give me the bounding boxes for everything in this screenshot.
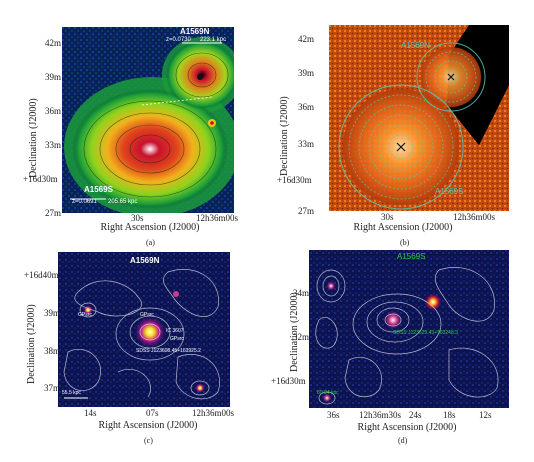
panel-b-xlabel: Right Ascension (J2000) [353, 222, 453, 233]
panel-a-ytick: 39m [45, 72, 62, 82]
panel-a-ytick: 27m [45, 208, 62, 218]
panel-a-ylabel: Declination (J2000) [28, 98, 39, 178]
panel-b-ytick: +16d30m [277, 175, 312, 185]
panel-d-xlabel: Right Ascension (J2000) [357, 422, 457, 433]
panel-b-xtick: 12h36m00s [453, 212, 496, 222]
panel-d-ytick: 32m [293, 332, 310, 342]
panel-a-xtick: 12h36m00s [196, 213, 239, 223]
panel-d-caption: (d) [398, 436, 408, 445]
panel-c-radio-contours [58, 252, 230, 407]
panel-d-title: A1569S [397, 252, 426, 261]
panel-c-title: A1569N [130, 256, 160, 265]
panel-a-ytick: 33m [45, 140, 62, 150]
panel-d-xtick: 36s [327, 410, 340, 420]
panel-c-caption: (c) [144, 436, 153, 445]
panel-a-ytick: 42m [45, 38, 62, 48]
panel-c-ylabel: Declination (J2000) [26, 304, 37, 384]
panel-a-ytick: 36m [45, 106, 62, 116]
panel-c-label-gpsrc-1: GPsrc [78, 312, 92, 318]
panel-c-xtick: 07s [146, 408, 159, 418]
panel-c-label-gpsrc-2: GPsrc [140, 312, 154, 318]
panel-a-label-south-z: z=0.0691 [72, 199, 97, 205]
panel-b-ylabel: Declination (J2000) [279, 96, 290, 176]
panel-c-xtick: 14s [84, 408, 97, 418]
panel-b-smoothed-map [329, 25, 509, 211]
panel-a-contour-map [62, 27, 234, 213]
panel-c-ytick: 39m [44, 308, 61, 318]
panel-a-label-north-z: z=0.0730 [166, 37, 191, 43]
panel-c: Declination (J2000) +16d40m 39m 38m 37m [0, 246, 267, 462]
panel-c-optical-image: A1569N GPsrc GPsrc IC 3607 GPsrc SDSS J1… [58, 252, 230, 407]
panel-b-label-north: A1569N [401, 41, 430, 50]
panel-b: Declination (J2000) 42m 39m 36m 33m +16d… [267, 0, 534, 233]
panel-c-xlabel: Right Ascension (J2000) [98, 420, 198, 431]
panel-a: Declination (J2000) 42m 39m 36m 33m +16d… [0, 0, 267, 233]
panel-b-ytick: 36m [298, 102, 315, 112]
panel-d-xtick: 12h36m30s [359, 410, 402, 420]
panel-c-label-sdss: SDSS J123608.45+163925.2 [136, 348, 201, 354]
panel-b-label-south: A1569S [435, 187, 464, 196]
panel-d-xtick: 24s [409, 410, 422, 420]
panel-b-ytick: 39m [298, 68, 315, 78]
panel-d-ytick: +16d30m [271, 376, 306, 386]
panel-d-xtick: 18s [443, 410, 456, 420]
panel-d-label-scale: 80.84 kpc [317, 390, 339, 396]
panel-c-xtick: 12h36m00s [192, 408, 235, 418]
panel-a-xray-image: A1569N z=0.0730 223.1 kpc A1569S z=0.069… [62, 27, 234, 213]
panel-d-optical-image: A1569S SDSS J123629.43+163248.3 80.84 kp… [309, 250, 509, 408]
panel-b-ytick: 42m [298, 34, 315, 44]
panel-c-ytick: 38m [44, 346, 61, 356]
panel-c-label-gpsrc-3: GPsrc [170, 336, 184, 342]
panel-d-radio-contours [309, 250, 509, 408]
panel-c-ytick: +16d40m [24, 270, 59, 280]
panel-d-label-sdss: SDSS J123629.43+163248.3 [393, 330, 458, 336]
panel-d-ytick: 34m [293, 288, 310, 298]
panel-d: Declination (J2000) 34m 32m +16d30m [267, 246, 534, 462]
panel-a-xlabel: Right Ascension (J2000) [100, 222, 200, 233]
panel-a-label-south-scale: 205.65 kpc [108, 199, 138, 205]
panel-a-label-north: A1569N [180, 27, 210, 36]
panel-a-label-south: A1569S [84, 185, 113, 194]
panel-c-ytick: 37m [44, 383, 61, 393]
panel-b-ytick: 33m [298, 139, 315, 149]
panel-b-xtick: 30s [381, 212, 394, 222]
panel-a-xtick: 30s [131, 213, 144, 223]
panel-a-ytick: +16d30m [23, 174, 58, 184]
panel-c-label-ic3607: IC 3607 [166, 328, 184, 334]
panel-a-caption: (a) [146, 238, 155, 247]
panel-b-caption: (b) [400, 238, 410, 247]
panel-b-xray-image: A1569N A1569S [329, 25, 509, 211]
panel-c-label-scale: 55.5 kpc [62, 390, 81, 396]
panel-b-ytick: 27m [298, 206, 315, 216]
panel-d-xtick: 12s [479, 410, 492, 420]
panel-a-label-north-scale: 223.1 kpc [200, 37, 227, 43]
